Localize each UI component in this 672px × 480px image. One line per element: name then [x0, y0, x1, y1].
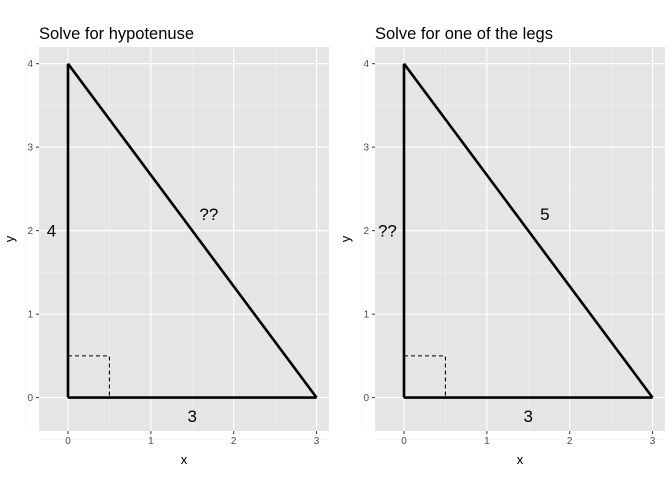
- chart-panel-2: 0 1 2 3 0 1 2 3 4?? 3 5 x y Solve for one of the legs: [338, 25, 665, 467]
- x-tick-label: 3: [650, 436, 656, 447]
- triangle-hypotenuse: [66, 62, 318, 399]
- x-tick-label: 2: [567, 436, 573, 447]
- y-tick-label: 3: [27, 143, 33, 154]
- x-tick-label: 1: [148, 436, 154, 447]
- y-tick-label: 1: [363, 310, 369, 321]
- panel-background: [39, 47, 329, 431]
- y-tick-label: 0: [27, 393, 33, 404]
- panel-background: [375, 47, 665, 431]
- y-tick-label: 4: [363, 59, 369, 70]
- edge-label: 3: [188, 407, 197, 426]
- y-tick-label: 0: [363, 393, 369, 404]
- y-tick-label: 2: [27, 226, 33, 237]
- edge-label: 3: [524, 407, 533, 426]
- triangle-hypotenuse: [402, 62, 654, 399]
- x-tick-label: 0: [401, 436, 407, 447]
- edge-label: ??: [378, 222, 397, 241]
- y-tick-label: 3: [363, 143, 369, 154]
- edge-label: 5: [540, 205, 549, 224]
- x-axis-title: x: [181, 452, 188, 467]
- x-tick-label: 3: [314, 436, 320, 447]
- y-tick-label: 2: [363, 226, 369, 237]
- chart-title: Solve for hypotenuse: [39, 25, 194, 43]
- edge-label: 4: [47, 222, 56, 241]
- x-tick-label: 0: [65, 436, 71, 447]
- y-axis-title: y: [2, 235, 17, 242]
- x-axis-title: x: [517, 452, 524, 467]
- x-tick-label: 2: [231, 436, 237, 447]
- y-axis-title: y: [338, 235, 353, 242]
- y-tick-label: 4: [27, 59, 33, 70]
- chart-panel-1: 0 1 2 3 0 1 2 3 4 4 3?? x y Solve for hypotenuse: [2, 25, 329, 467]
- y-tick-label: 1: [27, 310, 33, 321]
- edge-label: ??: [199, 205, 218, 224]
- chart-title: Solve for one of the legs: [375, 25, 553, 43]
- x-tick-label: 1: [484, 436, 490, 447]
